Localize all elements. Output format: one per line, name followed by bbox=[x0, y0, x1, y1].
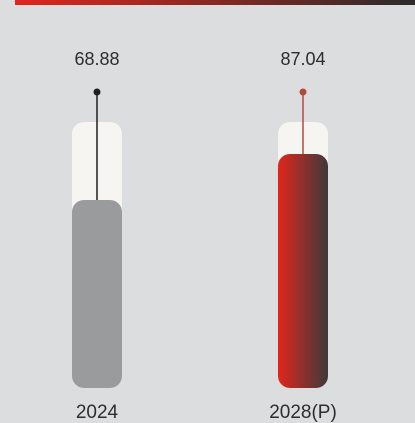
value-label-2028p: 87.04 bbox=[280, 49, 325, 69]
category-2024-group: 68.88 2024 bbox=[72, 49, 122, 423]
value-marker-dot-2028p bbox=[299, 88, 307, 96]
value-marker-dot-2024 bbox=[93, 88, 101, 96]
category-2028p-group: 87.04 2028(P) bbox=[269, 49, 337, 423]
bar-2024 bbox=[72, 200, 122, 388]
value-label-2024: 68.88 bbox=[74, 49, 119, 69]
top-accent-bar bbox=[15, 0, 415, 5]
category-label-2024: 2024 bbox=[76, 402, 119, 423]
category-label-2028p: 2028(P) bbox=[269, 402, 337, 423]
bar-2028p bbox=[278, 154, 328, 388]
